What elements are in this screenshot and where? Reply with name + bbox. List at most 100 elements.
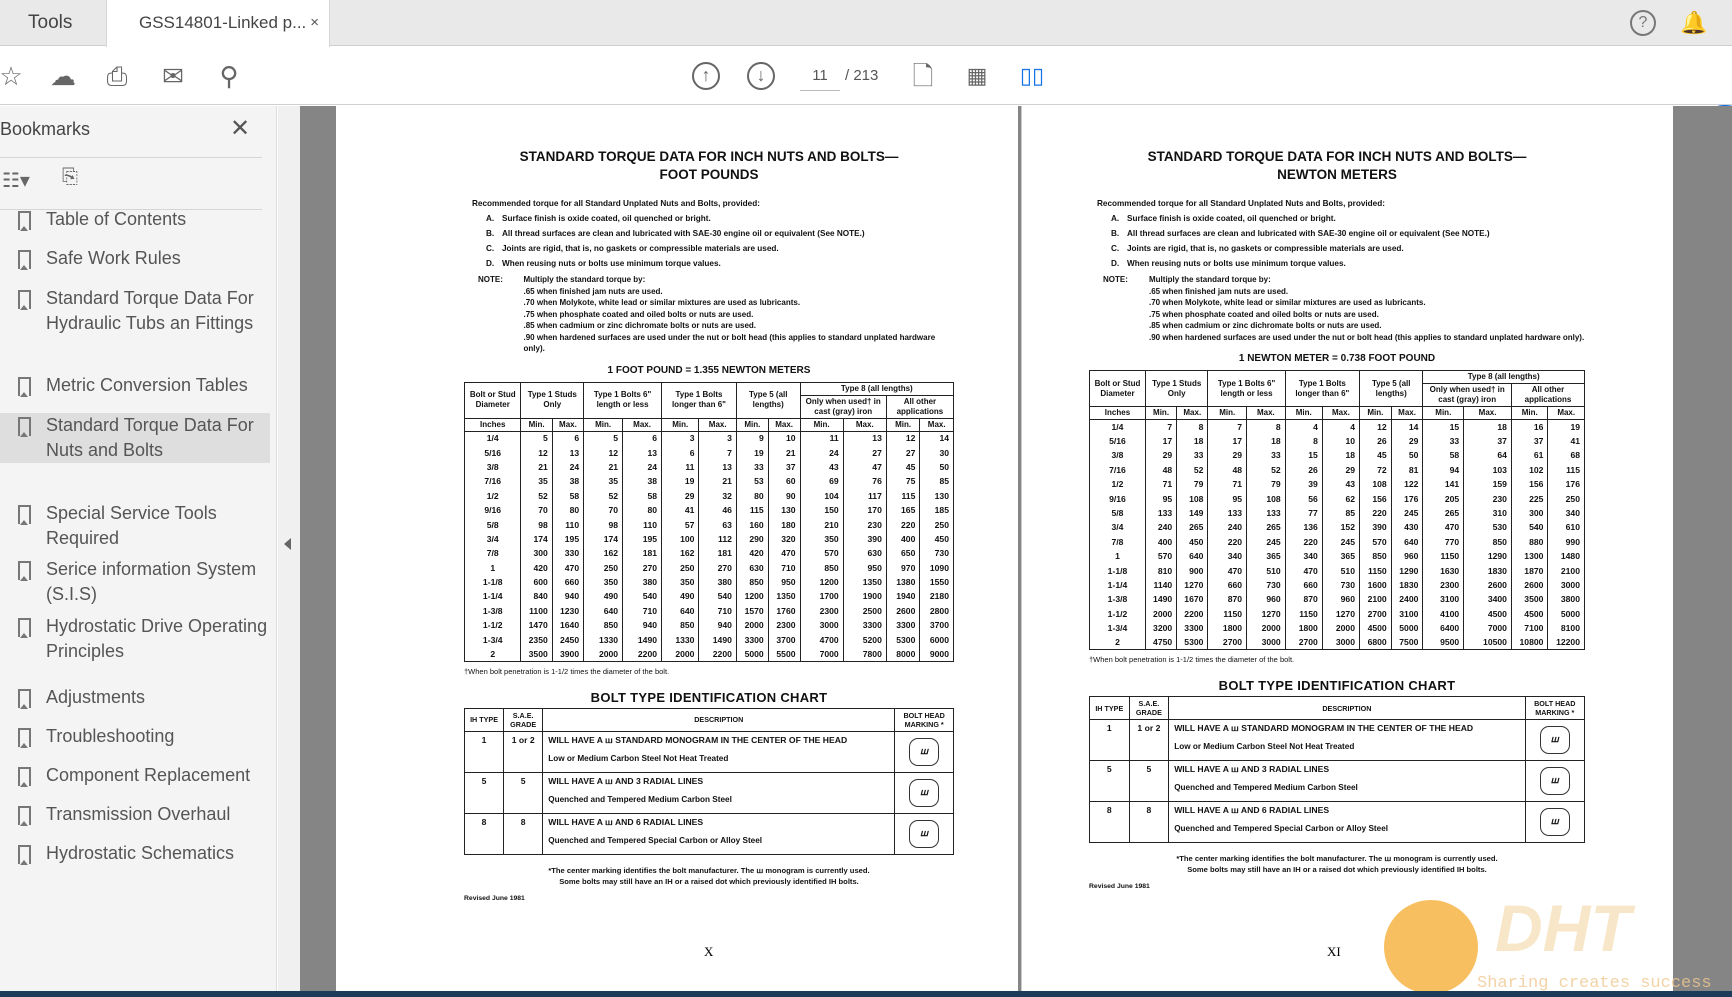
- close-tab-icon[interactable]: ×: [310, 14, 319, 31]
- bookmark-star-icon[interactable]: ☆: [0, 61, 23, 91]
- torque-cell: 570: [1359, 534, 1392, 550]
- column-header: Max.: [1390, 406, 1424, 420]
- bell-icon[interactable]: 🔔: [1680, 10, 1708, 35]
- previous-page-icon[interactable]: ↑: [692, 62, 720, 90]
- torque-cell: 1150: [1207, 606, 1248, 621]
- chart-header: IH TYPE: [463, 707, 505, 732]
- single-page-icon[interactable]: 🗋: [912, 61, 934, 91]
- intro-text: Recommended torque for all Standard Unpl…: [1097, 199, 1385, 208]
- torque-cell: 1800: [1284, 620, 1323, 636]
- torque-cell: 24: [551, 459, 585, 475]
- torque-cell: 35: [583, 474, 624, 489]
- torque-cell: 3300: [842, 618, 887, 633]
- column-header: Min.: [661, 417, 700, 432]
- next-page-icon[interactable]: ↓: [747, 62, 775, 90]
- footnote-line: *The center marking identifies the bolt …: [1176, 854, 1498, 864]
- torque-cell: 420: [735, 546, 769, 561]
- torque-cell: 730: [1321, 577, 1361, 593]
- torque-cell: 220: [1284, 534, 1323, 550]
- mail-icon[interactable]: ✉: [162, 61, 184, 91]
- torque-cell: 2400: [1390, 592, 1424, 607]
- torque-cell: 265: [1246, 520, 1286, 535]
- torque-cell: 18: [1176, 433, 1209, 449]
- bookmark-options-icon[interactable]: ☷▾: [2, 170, 30, 192]
- column-header: Min.: [1144, 406, 1178, 420]
- print-icon[interactable]: ⎙: [106, 61, 128, 91]
- search-zoom-icon[interactable]: ⚲: [219, 61, 239, 91]
- torque-cell: 29: [1321, 462, 1361, 478]
- torque-cell: 115: [735, 502, 769, 518]
- torque-cell: 710: [698, 603, 737, 619]
- column-header: Type 1 Bolts 6" length or less: [1207, 370, 1286, 407]
- chart-title: BOLT TYPE IDENTIFICATION CHART: [590, 689, 828, 705]
- torque-cell: 85: [919, 474, 954, 489]
- torque-cell: 13: [622, 445, 663, 460]
- bookmark-item[interactable]: Metric Conversion Tables: [0, 373, 270, 398]
- torque-cell: 10: [767, 431, 801, 446]
- two-page-view-icon[interactable]: ▯▯: [1019, 63, 1045, 88]
- bookmark-item[interactable]: Standard Torque Data For Nuts and Bolts: [0, 413, 270, 463]
- torque-cell: 2600: [885, 603, 921, 619]
- bookmark-item[interactable]: Special Service Tools Required: [0, 501, 270, 551]
- bookmark-item[interactable]: Hydrostatic Drive Operating Principles: [0, 614, 270, 664]
- scroll-pages-icon[interactable]: ▦: [966, 63, 988, 88]
- bookmark-item[interactable]: Safe Work Rules: [0, 246, 270, 271]
- torque-cell: 33: [735, 459, 769, 475]
- torque-cell: 220: [1207, 534, 1248, 550]
- bookmark-item[interactable]: Hydrostatic Schematics: [0, 841, 270, 866]
- title-line: FOOT POUNDS: [659, 167, 759, 182]
- condition-letter: C.: [486, 244, 495, 253]
- close-panel-icon[interactable]: ✕: [230, 115, 251, 142]
- torque-cell: 60: [767, 474, 801, 489]
- torque-cell: 990: [1547, 534, 1585, 550]
- bookmark-item[interactable]: Transmission Overhaul: [0, 802, 270, 827]
- bookmark-item[interactable]: Component Replacement: [0, 763, 270, 788]
- sae-grade: 5: [503, 771, 544, 814]
- tab-bar: Tools GSS14801-Linked p... × ? 🔔: [0, 0, 1732, 47]
- bookmark-item[interactable]: Adjustments: [0, 685, 270, 710]
- torque-cell: 1330: [583, 632, 624, 647]
- title-line: STANDARD TORQUE DATA FOR INCH NUTS AND B…: [1147, 149, 1527, 164]
- table-row: 2 3500 3900 2000 2200 2000 2200 5000 5500 7000 780…: [463, 646, 954, 662]
- add-bookmark-icon[interactable]: ⎘: [62, 166, 78, 188]
- collapse-arrow-icon[interactable]: [284, 538, 291, 550]
- bookmark-item[interactable]: Troubleshooting: [0, 724, 270, 749]
- bookmark-item[interactable]: Standard Torque Data For Hydraulic Tubs …: [0, 286, 270, 336]
- torque-cell: 39: [1284, 477, 1323, 492]
- torque-cell: 38: [551, 474, 585, 489]
- tab-document-label: GSS14801-Linked p...: [139, 13, 307, 32]
- torque-cell: 63: [698, 517, 737, 532]
- condition-text: When reusing nuts or bolts use minimum t…: [1127, 259, 1346, 268]
- torque-cell: 7500: [1390, 635, 1424, 650]
- tab-document[interactable]: GSS14801-Linked p... ×: [106, 0, 330, 47]
- upload-cloud-icon[interactable]: ☁: [50, 61, 76, 91]
- page-number-input[interactable]: 11: [800, 67, 840, 91]
- bookmark-item[interactable]: Table of Contents: [0, 207, 270, 232]
- note: NOTE: Multiply the standard torque by: .65…: [1089, 274, 1585, 343]
- bookmark-icon: [18, 767, 31, 787]
- torque-cell: 630: [735, 560, 769, 575]
- torque-cell: 50: [919, 459, 954, 475]
- panel-collapse-gutter[interactable]: [278, 106, 300, 991]
- divider: [0, 209, 262, 210]
- tab-tools[interactable]: Tools: [28, 12, 73, 33]
- torque-cell: 3700: [767, 632, 801, 647]
- torque-cell: 130: [767, 502, 801, 518]
- torque-cell: 17: [1144, 433, 1178, 449]
- bookmark-item[interactable]: Serice information System (S.I.S): [0, 557, 270, 607]
- torque-cell: 43: [799, 459, 844, 475]
- torque-cell: 850: [661, 618, 700, 633]
- column-header: Max.: [698, 417, 737, 432]
- torque-cell: 640: [583, 603, 624, 619]
- diameter-cell: 1-1/8: [463, 574, 522, 590]
- diameter-cell: 1: [463, 560, 522, 575]
- note-line: .70 when Molykote, white lead or similar…: [1149, 298, 1426, 307]
- bookmark-label: Standard Torque Data For Hydraulic Tubs …: [46, 288, 254, 333]
- torque-cell: 1600: [1359, 577, 1392, 593]
- help-icon[interactable]: ?: [1630, 10, 1656, 36]
- torque-cell: 6400: [1422, 620, 1465, 636]
- table-row: 9/16 95 108 95 108 56 62 156 176 205 230 225 250: [1089, 491, 1585, 506]
- torque-cell: 2000: [735, 618, 769, 633]
- torque-cell: 3100: [1390, 606, 1424, 621]
- torque-cell: 4500: [1463, 606, 1512, 621]
